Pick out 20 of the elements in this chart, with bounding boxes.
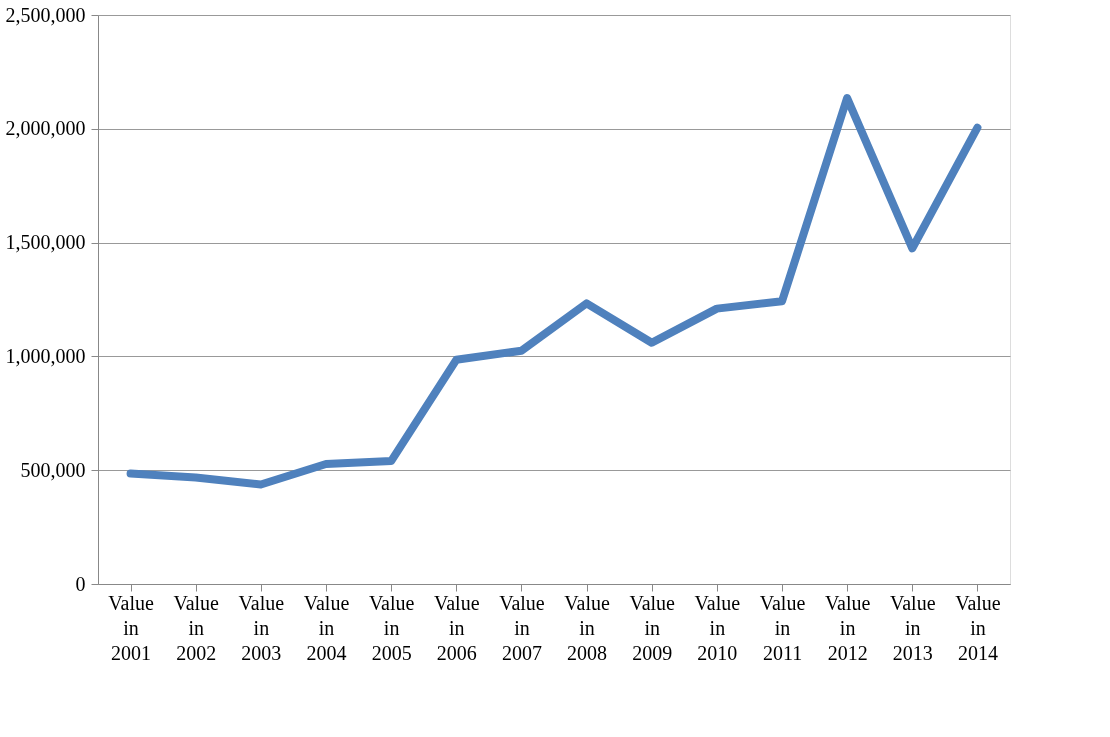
x-tick-label: Value in 2002 — [173, 591, 220, 664]
x-tick-label: Value in 2006 — [434, 591, 480, 664]
x-tick-label: Value in 2007 — [499, 591, 545, 664]
x-tick-label: Value in 2012 — [824, 591, 871, 664]
x-tick-label: Value in 2004 — [303, 591, 350, 664]
x-tick-label: Value in 2003 — [238, 591, 285, 664]
x-tick-label: Value in 2009 — [629, 591, 676, 664]
y-tick-label: 1,500,000 — [5, 231, 86, 254]
x-tick-label: Value in 2001 — [108, 591, 154, 664]
y-tick-label: 2,000,000 — [5, 117, 86, 140]
x-tick-label: Value in 2005 — [368, 591, 415, 664]
x-tick-label: Value in 2008 — [564, 591, 610, 664]
x-tick-label: Value in 2014 — [955, 591, 1001, 664]
x-tick-label: Value in 2013 — [890, 591, 936, 664]
y-tick-label: 2,500,000 — [5, 3, 86, 26]
x-tick-label: Value in 2011 — [759, 591, 806, 664]
x-tick-label: Value in 2010 — [694, 591, 741, 664]
y-tick-label: 500,000 — [20, 458, 86, 481]
y-tick-label: 0 — [75, 572, 86, 595]
y-tick-label: 1,000,000 — [5, 344, 86, 367]
